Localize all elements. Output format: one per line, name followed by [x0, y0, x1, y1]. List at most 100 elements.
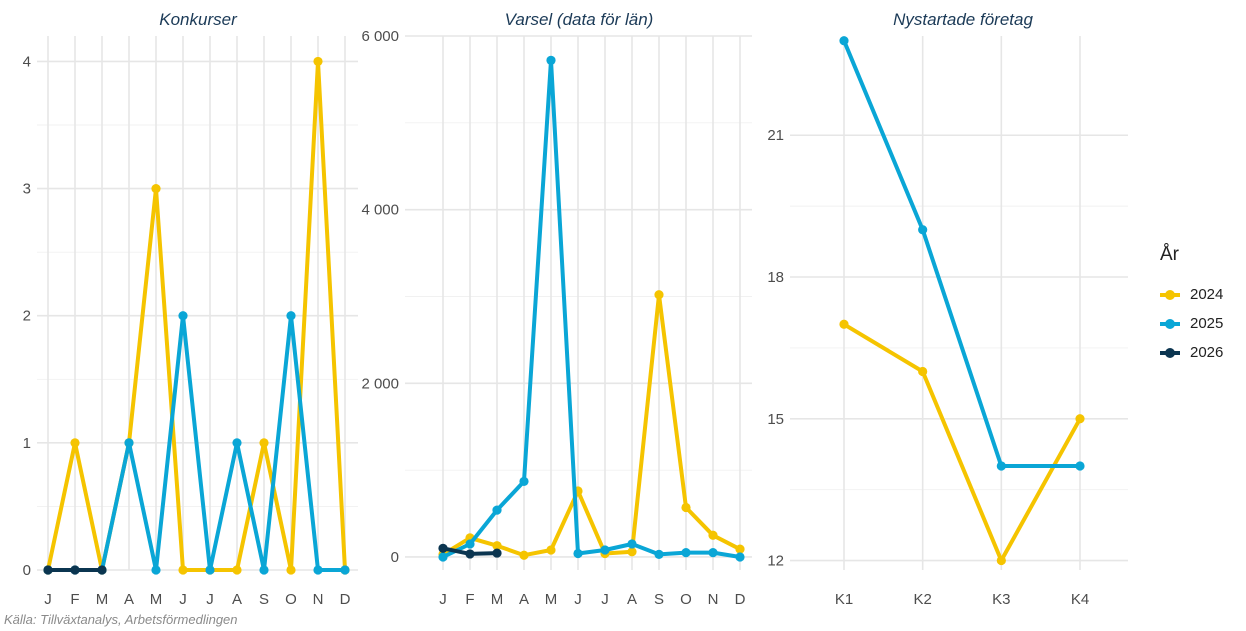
legend: År 2024 2025 2026	[1160, 244, 1223, 367]
data-point-2025	[1075, 461, 1085, 471]
series-line-2025	[441, 58, 742, 559]
data-point-2025	[918, 225, 928, 235]
data-point-2024	[232, 565, 242, 575]
data-point-2025	[681, 548, 691, 558]
data-point-2024	[627, 547, 637, 557]
x-tick-label: O	[285, 591, 297, 608]
x-tick-label: N	[313, 591, 324, 608]
data-point-2025	[546, 55, 556, 65]
y-tick-label: 15	[767, 411, 784, 428]
x-tick-label: A	[627, 591, 637, 608]
x-tick-label: M	[150, 591, 163, 608]
data-point-2024	[918, 366, 928, 377]
data-point-2026	[492, 548, 502, 558]
data-point-2026	[43, 565, 53, 575]
data-point-2025	[313, 565, 323, 575]
y-tick-label: 12	[767, 553, 784, 570]
x-tick-label: A	[124, 591, 134, 608]
data-point-2024	[1075, 414, 1085, 424]
x-tick-label: D	[735, 591, 746, 608]
panel-title: Konkurser	[159, 10, 238, 29]
data-point-2024	[259, 438, 269, 448]
x-tick-label: J	[179, 591, 187, 608]
x-tick-label: K3	[992, 591, 1010, 608]
data-point-2024	[519, 550, 529, 560]
data-point-2025	[178, 311, 188, 321]
x-tick-label: A	[519, 591, 529, 608]
y-tick-label: 4 000	[361, 202, 399, 219]
x-tick-label: N	[708, 591, 719, 608]
data-point-2025	[735, 552, 745, 562]
x-tick-label: A	[232, 591, 242, 608]
legend-label: 2025	[1190, 315, 1224, 332]
panel-3: 12 15 18 21 K1 K2 K3 K4 Nystartade företag	[767, 10, 1128, 608]
data-point-2024	[839, 319, 849, 329]
data-point-2024	[681, 502, 691, 513]
data-point-2026	[465, 549, 475, 559]
data-point-2024	[286, 565, 296, 575]
legend-key	[1160, 285, 1180, 305]
series-line-2024	[46, 59, 347, 572]
data-point-2025	[232, 438, 242, 448]
x-tick-label: F	[70, 591, 79, 608]
data-point-2025	[708, 548, 718, 558]
y-tick-label: 0	[23, 562, 31, 579]
x-tick-label: S	[259, 591, 269, 608]
panel-title: Nystartade företag	[893, 10, 1033, 29]
x-tick-label: J	[44, 591, 52, 608]
series-line-2024	[842, 322, 1082, 563]
data-point-2025	[839, 36, 849, 46]
data-point-2025	[573, 548, 583, 559]
data-point-2025	[259, 565, 269, 575]
data-point-2025	[627, 539, 637, 549]
legend-label: 2026	[1190, 344, 1224, 361]
x-tick-label: J	[439, 591, 447, 608]
data-point-2025	[654, 549, 664, 559]
data-point-2024	[492, 541, 502, 551]
x-tick-label: M	[491, 591, 504, 608]
series-line-2024	[441, 292, 742, 558]
legend-item-2024: 2024	[1160, 280, 1223, 309]
y-tick-label: 3	[23, 181, 31, 198]
legend-item-2025: 2025	[1160, 309, 1223, 338]
data-point-2024	[178, 565, 188, 575]
data-point-2025	[124, 438, 134, 448]
series-line-2025	[842, 38, 1082, 468]
x-tick-label: F	[465, 591, 474, 608]
x-tick-label: K1	[835, 591, 853, 608]
x-tick-label: D	[340, 591, 351, 608]
data-point-2024	[70, 438, 80, 448]
x-tick-label: J	[601, 591, 609, 608]
y-tick-label: 2	[23, 308, 31, 325]
y-tick-label: 4	[23, 53, 31, 70]
data-point-2024	[996, 555, 1006, 566]
data-point-2025	[600, 545, 610, 555]
x-tick-label: K2	[913, 591, 931, 608]
x-tick-label: S	[654, 591, 664, 608]
x-tick-label: J	[206, 591, 214, 608]
x-tick-label: O	[680, 591, 692, 608]
legend-item-2026: 2026	[1160, 338, 1223, 367]
x-tick-label: M	[545, 591, 558, 608]
x-tick-label: K4	[1071, 591, 1089, 608]
data-point-2024	[151, 183, 161, 194]
y-tick-label: 0	[391, 549, 399, 566]
y-tick-label: 21	[767, 127, 784, 144]
data-point-2025	[465, 539, 475, 549]
source-caption: Källa: Tillväxtanalys, Arbetsförmedlinge…	[4, 612, 238, 627]
data-point-2024	[654, 290, 664, 300]
legend-key	[1160, 343, 1180, 363]
data-point-2026	[438, 543, 448, 553]
legend-key	[1160, 314, 1180, 334]
data-point-2024	[708, 530, 718, 540]
y-tick-label: 18	[767, 269, 784, 286]
data-point-2025	[151, 565, 161, 575]
panel-title: Varsel (data för län)	[505, 10, 654, 29]
data-point-2025	[340, 565, 350, 575]
data-point-2026	[97, 565, 107, 575]
data-point-2024	[313, 56, 323, 67]
data-point-2025	[286, 311, 296, 321]
data-point-2024	[735, 544, 745, 554]
